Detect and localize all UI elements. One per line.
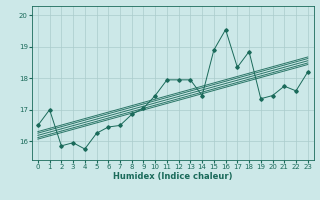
- X-axis label: Humidex (Indice chaleur): Humidex (Indice chaleur): [113, 172, 233, 181]
